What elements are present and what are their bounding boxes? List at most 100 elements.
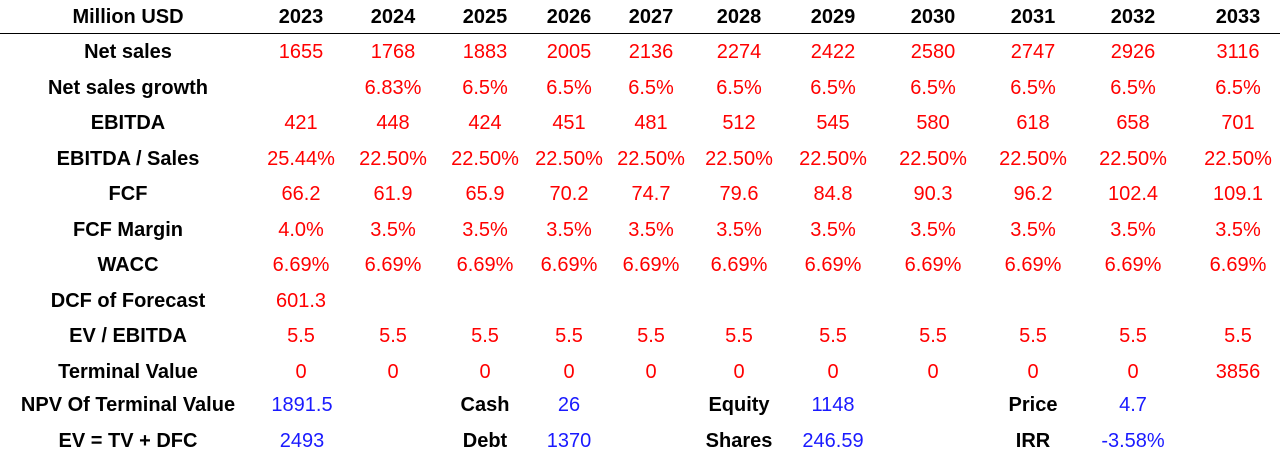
table-cell: 6.69% [364,254,422,276]
year-header-2025: 2025 [462,6,508,28]
table-cell: 601.3 [275,289,327,312]
table-cell: 545 [816,112,850,134]
table-cell: 0 [295,360,307,383]
table-cell: 3.5% [1010,218,1056,241]
table-cell: 22.50% [799,147,867,170]
table-cell: 6.5% [810,76,856,99]
summary-pair-label: Shares [705,430,773,452]
table-cell: 6.69% [1209,254,1267,276]
summary-label: EV = TV + DFC [58,430,198,452]
header-corner-label: Million USD [72,6,184,28]
summary-pair-label: IRR [1015,430,1051,452]
table-cell: 3.5% [910,218,956,241]
table-cell: 3.5% [370,218,416,241]
year-header-2032: 2032 [1110,6,1156,28]
table-cell: 5.5 [1224,325,1252,347]
table-cell: 79.6 [719,183,759,205]
table-cell: 580 [916,112,950,134]
row-label: WACC [97,254,159,276]
table-cell: 6.5% [546,76,592,99]
table-cell: 3.5% [628,218,674,241]
table-cell: 618 [1016,112,1050,134]
table-cell: 512 [722,112,756,134]
table-cell: 22.50% [999,147,1067,170]
year-header-2027: 2027 [628,6,674,28]
table-cell: 6.69% [540,254,598,276]
summary-pair-value: 246.59 [802,430,864,452]
table-cell: 6.69% [622,254,680,276]
table-cell: 0 [827,360,839,383]
table-cell: 22.50% [705,147,773,170]
table-cell: 6.69% [1104,254,1162,276]
table-cell: 6.5% [628,76,674,99]
table-cell: 2580 [910,41,956,63]
table-cell: 3.5% [1215,218,1261,241]
table-cell: 658 [1116,112,1150,134]
table-cell: 0 [645,360,657,383]
table-cell: 102.4 [1107,183,1159,205]
table-cell: 2136 [628,41,674,63]
row-label: FCF Margin [73,218,183,241]
row-label: Net sales [84,41,172,63]
table-cell: 0 [479,360,491,383]
table-cell: 6.69% [904,254,962,276]
table-cell: 3.5% [810,218,856,241]
table-cell: 109.1 [1212,183,1264,205]
table-cell: 70.2 [549,183,589,205]
table-cell: 22.50% [1204,147,1272,170]
table-cell: 6.69% [804,254,862,276]
year-header-2028: 2028 [716,6,762,28]
table-cell: 5.5 [819,325,847,347]
table-cell: 6.5% [716,76,762,99]
table-cell: 74.7 [631,183,671,205]
summary-pair-value: -3.58% [1101,430,1165,452]
table-cell: 421 [284,112,318,134]
table-cell: 6.83% [364,76,422,99]
row-label: FCF [108,183,148,205]
header-rule [0,33,1280,34]
table-cell: 61.9 [373,183,413,205]
table-cell: 6.69% [1004,254,1062,276]
table-cell: 2005 [546,41,592,63]
table-cell: 22.50% [451,147,519,170]
table-cell: 2274 [716,41,762,63]
summary-pair-value: 1370 [546,430,592,452]
table-cell: 1883 [462,41,508,63]
table-cell: 701 [1221,112,1255,134]
table-cell: 3.5% [546,218,592,241]
table-cell: 66.2 [281,183,321,205]
table-cell: 5.5 [1019,325,1047,347]
table-cell: 2926 [1110,41,1156,63]
table-cell: 1655 [278,41,324,63]
table-cell: 5.5 [555,325,583,347]
row-label: EBITDA [90,112,166,134]
table-cell: 0 [927,360,939,383]
table-cell: 3.5% [1110,218,1156,241]
summary-pair-label: Cash [460,394,510,416]
row-label: Net sales growth [47,76,209,99]
table-cell: 0 [563,360,575,383]
table-cell: 3116 [1216,41,1260,63]
table-cell: 6.5% [462,76,508,99]
table-cell: 22.50% [1099,147,1167,170]
table-cell: 65.9 [465,183,505,205]
table-cell: 6.69% [710,254,768,276]
summary-value: 1891.5 [271,394,333,416]
table-cell: 0 [733,360,745,383]
row-label: EV / EBITDA [69,325,187,347]
table-cell: 5.5 [1119,325,1147,347]
table-cell: 22.50% [899,147,967,170]
table-cell: 0 [387,360,399,383]
table-cell: 481 [634,112,668,134]
table-cell: 5.5 [287,325,315,347]
table-cell: 6.5% [910,76,956,99]
table-cell: 90.3 [913,183,953,205]
table-cell: 22.50% [359,147,427,170]
table-cell: 5.5 [637,325,665,347]
table-cell: 84.8 [813,183,853,205]
table-cell: 22.50% [535,147,603,170]
summary-label: NPV Of Terminal Value [20,394,236,416]
year-header-2030: 2030 [910,6,956,28]
summary-pair-value: 4.7 [1119,394,1147,416]
summary-pair-label: Price [1008,394,1058,416]
